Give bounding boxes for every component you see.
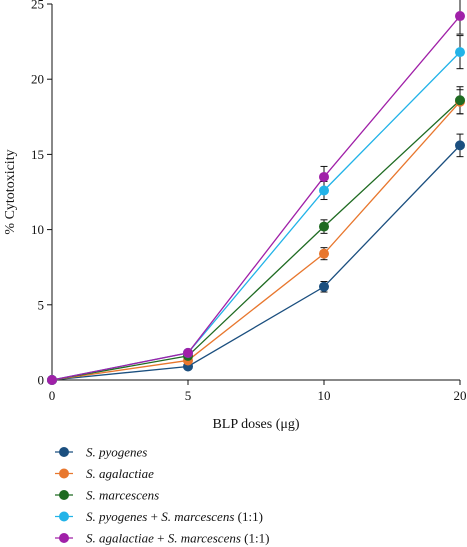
y-axis-title: % Cytotoxicity [3, 149, 18, 234]
legend-swatch-marker [59, 511, 69, 522]
data-point [455, 95, 465, 106]
data-point [183, 347, 193, 358]
data-point [47, 375, 57, 385]
legend-label-part: + [154, 531, 168, 546]
series-line [51, 99, 461, 381]
legend-label-part: S. marcescens [86, 488, 159, 503]
legend-item: S. pyogenes [55, 445, 147, 460]
y-tick-label: 25 [31, 0, 44, 12]
x-tick-label: 20 [454, 388, 467, 403]
y-ticks: 0 5 10 15 20 25 [31, 0, 52, 388]
legend-label: S. agalactiae [86, 466, 154, 481]
x-tick-label: 10 [318, 388, 331, 403]
legend-swatch-marker [59, 468, 69, 479]
legend-item: S. agalactiae [55, 466, 154, 481]
x-ticks: 0 5 10 20 [49, 380, 467, 403]
x-axis-title: BLP doses (μg) [212, 417, 299, 432]
data-point [455, 11, 465, 22]
legend-label-part: S. marcescens [161, 509, 234, 524]
legend-label-part: (1:1) [241, 531, 270, 546]
data-point [319, 221, 329, 232]
series-line [51, 144, 461, 381]
y-tick-label: 15 [31, 147, 44, 162]
series-lines [51, 15, 461, 381]
data-point [455, 47, 465, 58]
legend-label-part: S. pyogenes [86, 509, 147, 524]
legend-label: S. pyogenes [86, 445, 147, 460]
series-line [51, 15, 461, 381]
data-point [319, 281, 329, 292]
x-tick-label: 0 [49, 388, 56, 403]
legend-swatch-marker [59, 447, 69, 457]
series-layer [47, 0, 465, 385]
legend-item: S. marcescens [55, 488, 159, 503]
data-point [455, 140, 465, 151]
legend-label-part: S. marcescens [168, 531, 241, 546]
legend-label: S. marcescens [86, 488, 159, 503]
legend-swatch-marker [59, 490, 69, 500]
x-tick-label: 5 [185, 388, 192, 403]
series-markers [47, 11, 465, 385]
data-point [319, 171, 329, 182]
legend-label: S. agalactiae + S. marcescens (1:1) [86, 531, 269, 546]
series-line [51, 101, 461, 381]
legend-label-part: + [147, 509, 161, 524]
y-tick-label: 5 [38, 297, 45, 312]
series-line [51, 51, 461, 381]
legend-label-part: (1:1) [234, 509, 263, 524]
y-tick-label: 20 [31, 72, 44, 87]
axes [51, 4, 460, 381]
legend-label-part: S. agalactiae [86, 531, 154, 546]
y-tick-label: 10 [31, 222, 44, 237]
legend-label-part: S. pyogenes [86, 445, 147, 460]
legend-item: S. agalactiae + S. marcescens (1:1) [55, 531, 269, 546]
legend-swatch-marker [59, 533, 69, 543]
data-point [319, 185, 329, 196]
legend-label: S. pyogenes + S. marcescens (1:1) [86, 509, 263, 524]
data-point [319, 248, 329, 259]
legend-label-part: S. agalactiae [86, 466, 154, 481]
legend-item: S. pyogenes + S. marcescens (1:1) [55, 509, 263, 524]
y-tick-label: 0 [38, 373, 45, 388]
